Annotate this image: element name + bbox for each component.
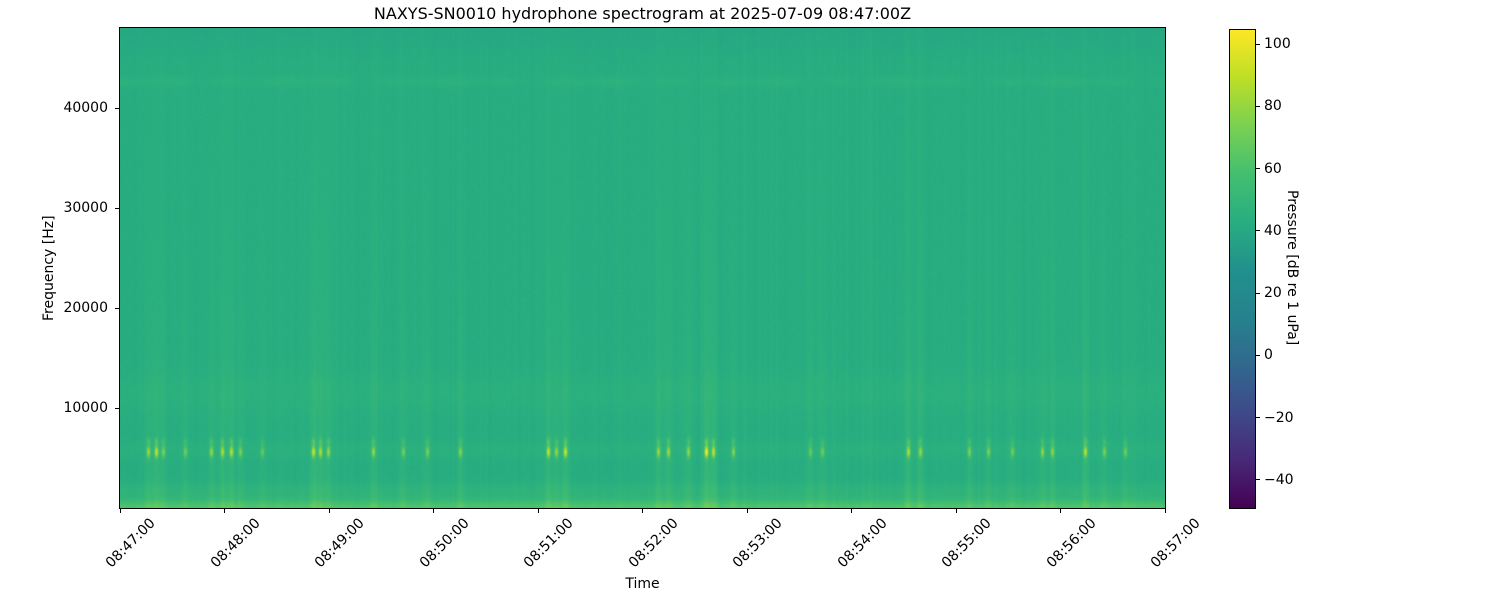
colorbar-tick-mark — [1256, 230, 1260, 232]
colorbar-gradient — [1230, 30, 1255, 508]
colorbar-tick-mark — [1256, 417, 1260, 419]
x-tick-label: 08:48:00 — [207, 515, 264, 572]
x-tick-label: 08:57:00 — [1147, 515, 1204, 572]
x-tick-mark — [1164, 509, 1166, 513]
colorbar-tick-mark — [1256, 168, 1260, 170]
x-tick-label: 08:56:00 — [1043, 515, 1100, 572]
colorbar-tick-label: 0 — [1264, 347, 1273, 364]
colorbar-tick-label: 60 — [1264, 160, 1282, 177]
x-tick-label: 08:55:00 — [938, 515, 995, 572]
x-tick-mark — [433, 509, 434, 513]
x-tick-mark — [224, 509, 225, 513]
x-tick-label: 08:51:00 — [520, 515, 577, 572]
x-tick-label: 08:54:00 — [834, 515, 891, 572]
y-tick-label: 40000 — [63, 100, 108, 116]
colorbar-tick-label: 20 — [1264, 285, 1282, 302]
x-tick-mark — [851, 509, 852, 513]
colorbar-tick-mark — [1256, 105, 1260, 107]
x-tick-mark — [328, 509, 330, 513]
y-tick-mark — [115, 407, 119, 409]
x-tick-label: 08:53:00 — [729, 515, 786, 572]
x-tick-mark — [537, 509, 539, 513]
x-tick-mark — [746, 509, 748, 513]
x-tick-label: 08:50:00 — [416, 515, 473, 572]
x-tick-mark — [642, 509, 643, 513]
x-tick-mark — [955, 509, 957, 513]
colorbar-label: Pressure [dB re 1 uPa] — [1284, 190, 1300, 346]
x-tick-label: 08:47:00 — [102, 515, 159, 572]
colorbar-tick-mark — [1256, 479, 1260, 481]
colorbar-frame — [1229, 29, 1256, 509]
x-tick-label: 08:52:00 — [625, 515, 682, 572]
y-tick-label: 10000 — [63, 400, 108, 416]
y-tick-mark — [115, 107, 119, 109]
colorbar-tick-label: −40 — [1264, 471, 1294, 488]
y-axis-label: Frequency [Hz] — [41, 215, 57, 321]
colorbar-tick-label: 40 — [1264, 222, 1282, 239]
colorbar-tick-mark — [1256, 354, 1260, 356]
x-axis-label: Time — [625, 576, 660, 592]
plot-frame — [119, 27, 1166, 509]
colorbar-tick-label: 80 — [1264, 98, 1282, 115]
x-tick-label: 08:49:00 — [311, 515, 368, 572]
y-tick-label: 30000 — [63, 200, 108, 216]
spectrogram-image — [120, 28, 1165, 508]
chart-title: NAXYS-SN0010 hydrophone spectrogram at 2… — [373, 4, 912, 23]
colorbar-tick-mark — [1256, 292, 1260, 294]
colorbar-tick-label: 100 — [1264, 36, 1291, 52]
colorbar-tick-mark — [1256, 43, 1260, 45]
y-tick-mark — [115, 207, 119, 209]
y-tick-mark — [115, 307, 119, 309]
y-tick-label: 20000 — [63, 300, 108, 316]
x-tick-mark — [1060, 509, 1061, 513]
x-tick-mark — [119, 509, 121, 513]
colorbar-tick-label: −20 — [1264, 409, 1294, 426]
